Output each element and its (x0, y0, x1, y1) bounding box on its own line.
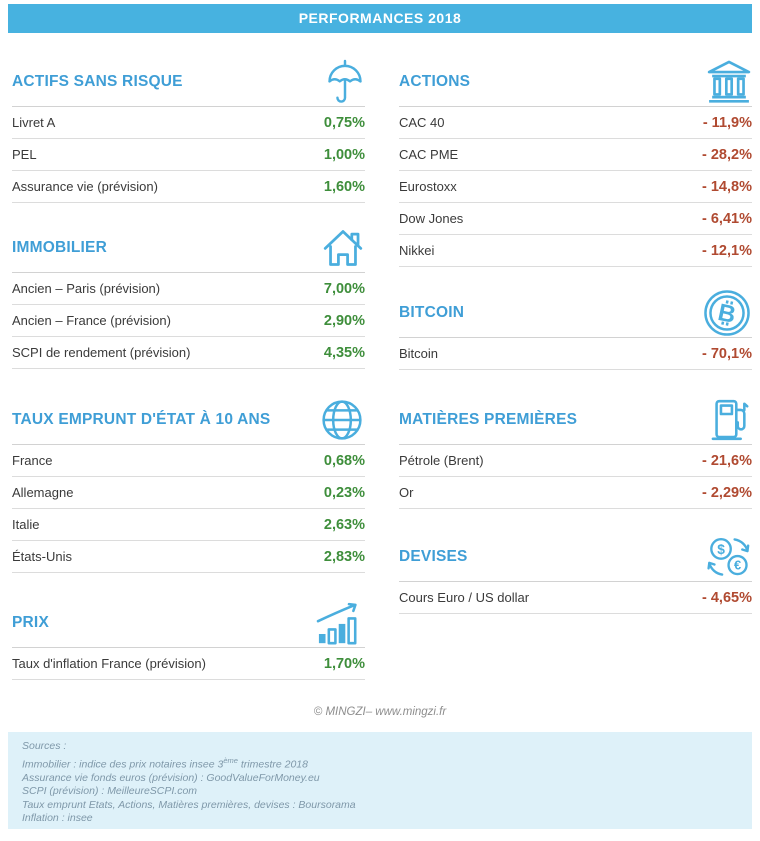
row-label: Ancien – France (prévision) (12, 313, 171, 328)
row-value: 4,35% (323, 344, 365, 361)
table-row: France 0,68% (12, 445, 365, 477)
row-label: Assurance vie (prévision) (12, 179, 158, 194)
copyright-credit: © MINGZI– www.mingzi.fr (313, 706, 447, 718)
section-title: BITCOIN (399, 303, 465, 321)
row-label: Livret A (12, 115, 56, 130)
row-label: Nikkei (399, 243, 435, 258)
section-actions: ACTIONS CAC 40 - 11,9% (399, 57, 752, 267)
table-row: PEL 1,00% (12, 139, 365, 171)
row-label: Cours Euro / US dollar (399, 590, 530, 605)
sources-line: Immobilier : indice des prix notaires in… (22, 755, 308, 771)
row-label: Taux d'inflation France (prévision) (12, 656, 206, 671)
row-label: PEL (12, 147, 37, 162)
table-row: Italie 2,63% (12, 509, 365, 541)
section-title: DEVISES (399, 547, 468, 565)
section-bitcoin: BITCOIN B Bi (399, 288, 752, 370)
table-row: Or - 2,29% (399, 477, 752, 509)
rising-bar-chart-icon (315, 601, 365, 645)
right-column: ACTIONS CAC 40 - 11,9% (399, 57, 752, 680)
section-title: PRIX (12, 613, 49, 631)
section-devises: DEVISES $ € Cours Euro / US dollar (399, 532, 752, 614)
row-value: - 4,65% (702, 589, 752, 606)
sources-line: SCPI (prévision) : MeilleureSCPI.com (22, 785, 198, 797)
row-label: France (12, 453, 53, 468)
page-title: PERFORMANCES 2018 (8, 4, 752, 33)
umbrella-icon (325, 59, 365, 105)
sources-line: Assurance vie fonds euros (prévision) : … (22, 771, 320, 784)
row-value: 0,75% (323, 114, 365, 131)
table-row: Cours Euro / US dollar - 4,65% (399, 582, 752, 614)
fuel-pump-icon (710, 397, 752, 443)
section-title: ACTIFS SANS RISQUE (12, 72, 183, 90)
table-row: Taux d'inflation France (prévision) 1,70… (12, 648, 365, 680)
row-value: 0,23% (323, 484, 365, 501)
table-row: CAC 40 - 11,9% (399, 107, 752, 139)
sources-line: Inflation : insee (22, 812, 93, 824)
table-row: Pétrole (Brent) - 21,6% (399, 445, 752, 477)
row-label: Ancien – Paris (prévision) (12, 281, 161, 296)
table-row: Nikkei - 12,1% (399, 235, 752, 267)
row-label: SCPI de rendement (prévision) (12, 345, 191, 360)
table-row: SCPI de rendement (prévision) 4,35% (12, 337, 365, 369)
row-value: - 28,2% (702, 146, 752, 163)
row-value: 1,60% (323, 178, 365, 195)
globe-icon (319, 397, 365, 443)
row-label: Dow Jones (399, 211, 464, 226)
table-row: CAC PME - 28,2% (399, 139, 752, 171)
sources-box: Sources : Immobilier : indice des prix n… (8, 732, 752, 829)
row-value: 0,68% (323, 452, 365, 469)
row-value: - 12,1% (702, 242, 752, 259)
section-actifs-sans-risque: ACTIFS SANS RISQUE Livret A 0,75% PEL 1,… (12, 57, 365, 203)
table-row: Dow Jones - 6,41% (399, 203, 752, 235)
sources-line: Taux emprunt Etats, Actions, Matières pr… (22, 798, 356, 811)
euro-glyph: € (734, 557, 741, 572)
sources-line: Sources : (22, 740, 67, 752)
section-title: TAUX EMPRUNT D'ÉTAT À 10 ANS (12, 410, 271, 428)
table-row: Ancien – Paris (prévision) 7,00% (12, 273, 365, 305)
section-title: MATIÈRES PREMIÈRES (399, 410, 578, 428)
row-value: - 14,8% (702, 178, 752, 195)
row-value: - 21,6% (702, 452, 752, 469)
table-row: Allemagne 0,23% (12, 477, 365, 509)
row-label: Bitcoin (399, 346, 439, 361)
row-label: Eurostoxx (399, 179, 457, 194)
row-value: - 70,1% (702, 345, 752, 362)
row-label: Allemagne (12, 485, 74, 500)
section-matieres-premieres: MATIÈRES PREMIÈRES Pétrole (Brent) - 21,… (399, 395, 752, 509)
bitcoin-glyph: B (716, 298, 739, 328)
row-value: 1,70% (323, 655, 365, 672)
house-icon (321, 226, 365, 270)
row-value: 2,90% (323, 312, 365, 329)
row-value: - 6,41% (702, 210, 752, 227)
row-value: 1,00% (323, 146, 365, 163)
row-label: CAC 40 (399, 115, 445, 130)
section-taux-emprunt: TAUX EMPRUNT D'ÉTAT À 10 ANS France 0,68… (12, 395, 365, 573)
row-value: - 11,9% (702, 114, 752, 131)
row-label: États-Unis (12, 549, 72, 564)
dollar-glyph: $ (717, 541, 725, 556)
bank-icon (706, 60, 752, 104)
row-value: 2,83% (323, 548, 365, 565)
row-value: 7,00% (323, 280, 365, 297)
currency-exchange-icon: $ € (704, 535, 752, 579)
row-label: Pétrole (Brent) (399, 453, 484, 468)
section-title: ACTIONS (399, 72, 471, 90)
row-value: - 2,29% (702, 484, 752, 501)
left-column: ACTIFS SANS RISQUE Livret A 0,75% PEL 1,… (12, 57, 365, 680)
row-label: Or (399, 485, 414, 500)
table-row: Eurostoxx - 14,8% (399, 171, 752, 203)
table-row: Bitcoin - 70,1% (399, 338, 752, 370)
table-row: Livret A 0,75% (12, 107, 365, 139)
table-row: Ancien – France (prévision) 2,90% (12, 305, 365, 337)
row-label: Italie (12, 517, 40, 532)
section-prix: PRIX Taux d'inflation France (prévision)… (12, 598, 365, 680)
content: ACTIFS SANS RISQUE Livret A 0,75% PEL 1,… (0, 33, 760, 680)
table-row: Assurance vie (prévision) 1,60% (12, 171, 365, 203)
section-title: IMMOBILIER (12, 238, 107, 256)
bitcoin-icon: B (702, 288, 752, 338)
row-label: CAC PME (399, 147, 459, 162)
row-value: 2,63% (323, 516, 365, 533)
table-row: États-Unis 2,83% (12, 541, 365, 573)
section-immobilier: IMMOBILIER Ancien – Paris (prévision) 7,… (12, 223, 365, 369)
